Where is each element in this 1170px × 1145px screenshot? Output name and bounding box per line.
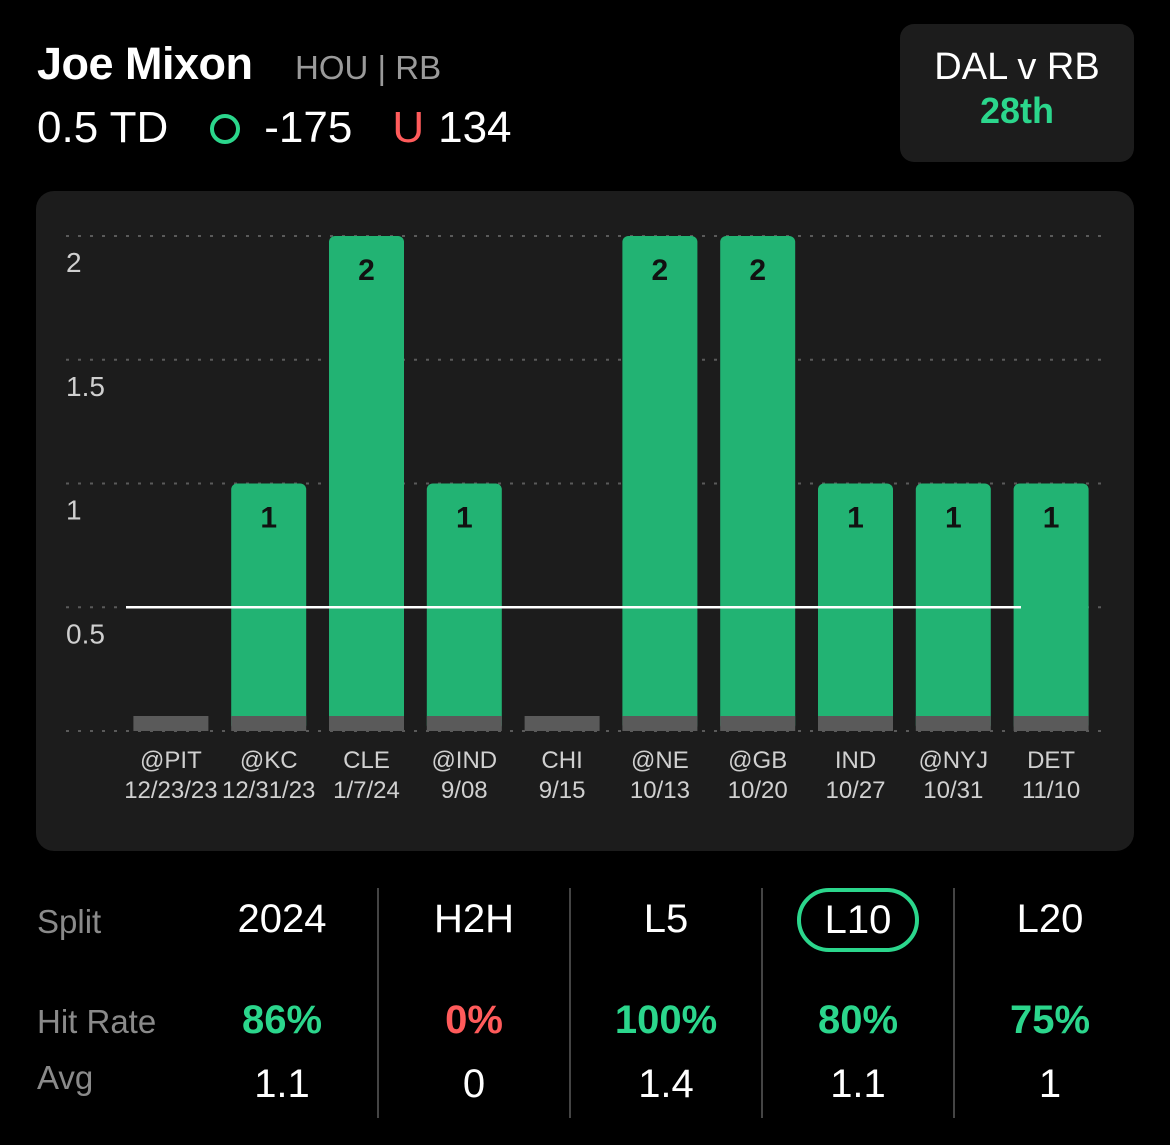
x-tick-date: 10/31 [923, 777, 983, 804]
bar-value-label: 2 [652, 254, 669, 287]
split-tab-label: H2H [433, 897, 515, 941]
bar-value-label: 1 [260, 502, 277, 535]
column-divider [761, 888, 763, 1118]
bar-base [231, 716, 307, 731]
x-tick-date: 10/27 [825, 777, 885, 804]
matchup-rank-card[interactable]: DAL v RB 28th [900, 24, 1134, 162]
split-tab-2024[interactable]: 2024 [187, 894, 377, 944]
prop-label: 0.5 TD [37, 103, 169, 152]
column-divider [569, 888, 571, 1118]
bar-base [426, 716, 502, 731]
split-tab-label: L5 [643, 897, 689, 941]
under-label: U [392, 103, 425, 152]
x-tick-opponent: @NYJ [918, 747, 988, 774]
split-tab-l20[interactable]: L20 [955, 894, 1145, 944]
avg-value: 1.4 [638, 1062, 694, 1106]
bar-value-label: 2 [358, 254, 375, 287]
hit-rate-value: 86% [241, 998, 323, 1042]
x-tick-opponent: IND [835, 747, 876, 774]
split-tab-h2h[interactable]: H2H [379, 894, 569, 944]
bar-value-label: 1 [1043, 502, 1060, 535]
matchup-rank: 28th [979, 90, 1055, 131]
hit-rate-value: 75% [1009, 998, 1091, 1042]
x-tick-opponent: @KC [240, 747, 298, 774]
bar-base [1013, 716, 1089, 731]
y-tick-label: 1.5 [66, 371, 105, 402]
y-tick-label: 0.5 [66, 618, 105, 649]
hit-rate-row-label: Hit Rate [37, 1003, 157, 1040]
x-tick-opponent: @NE [631, 747, 689, 774]
split-tab-label: 2024 [237, 897, 327, 941]
x-tick-date: 1/7/24 [333, 777, 400, 804]
player-team-position: HOU | RB [295, 49, 442, 86]
bar-base [818, 716, 893, 731]
column-divider [953, 888, 955, 1118]
avg-value: 1.1 [830, 1062, 886, 1106]
bar-base [915, 716, 991, 731]
avg-value: 0 [462, 1062, 486, 1106]
x-tick-date: 9/08 [441, 777, 488, 804]
game-log-chart: 2 1.5 1 0.5 @PIT 12/23/23 1 @KC 12/31/23 2 CLE 1/7/… [36, 191, 1134, 851]
split-tab-l5[interactable]: L5 [571, 894, 761, 944]
splits-table: Split Hit Rate Avg 2024 86% 1.1 H2H 0% 0 L5 100… [0, 880, 1170, 1145]
split-tab-label: L10 [796, 888, 920, 952]
x-tick-date: 9/15 [539, 777, 586, 804]
bar-base [133, 716, 209, 731]
split-tab-label: L20 [1016, 897, 1084, 941]
y-tick-label: 1 [66, 495, 82, 526]
x-tick-opponent: @PIT [140, 747, 202, 774]
x-tick-date: 12/23/23 [124, 777, 217, 804]
bar-at-gb[interactable] [720, 236, 796, 731]
player-name: Joe Mixon [37, 38, 253, 89]
bar-base [329, 716, 404, 731]
under-odds[interactable]: 134 [438, 103, 512, 152]
bar-value-label: 1 [456, 502, 473, 535]
x-tick-opponent: DET [1027, 747, 1075, 774]
hit-rate-value: 0% [445, 998, 503, 1042]
column-divider [377, 888, 379, 1118]
bar-at-ne[interactable] [622, 236, 698, 731]
split-tab-l10[interactable]: L10 [763, 888, 953, 952]
x-tick-opponent: @IND [431, 747, 497, 774]
bar-base [622, 716, 698, 731]
bar-chart-svg: 2 1.5 1 0.5 @PIT 12/23/23 1 @KC 12/31/23 2 CLE 1/7/… [66, 235, 1104, 804]
x-tick-date: 10/20 [728, 777, 788, 804]
over-circle-icon [210, 114, 241, 144]
hit-rate-value: 100% [614, 998, 718, 1042]
bar-det[interactable] [1013, 483, 1089, 732]
x-tick-date: 12/31/23 [222, 777, 315, 804]
x-tick-opponent: @GB [728, 747, 787, 774]
bar-value-label: 2 [749, 254, 766, 287]
x-tick-date: 10/13 [630, 777, 690, 804]
avg-value: 1.1 [254, 1062, 310, 1106]
split-row-label: Split [37, 903, 102, 940]
avg-row-label: Avg [37, 1059, 94, 1096]
bar-base [524, 716, 600, 731]
bar-value-label: 1 [847, 502, 864, 535]
over-odds[interactable]: -175 [264, 103, 353, 152]
bar-cle[interactable] [329, 236, 404, 731]
prop-line: 0.5 TD -175 U 134 [37, 100, 512, 156]
bar-value-label: 1 [945, 502, 962, 535]
hit-rate-value: 80% [817, 998, 899, 1042]
matchup-label: DAL v RB [934, 46, 1100, 88]
x-tick-opponent: CLE [343, 747, 390, 774]
x-tick-date: 11/10 [1022, 777, 1080, 804]
x-tick-opponent: CHI [541, 747, 582, 774]
bar-base [720, 716, 796, 731]
y-tick-label: 2 [66, 247, 82, 278]
avg-value: 1 [1038, 1062, 1062, 1106]
